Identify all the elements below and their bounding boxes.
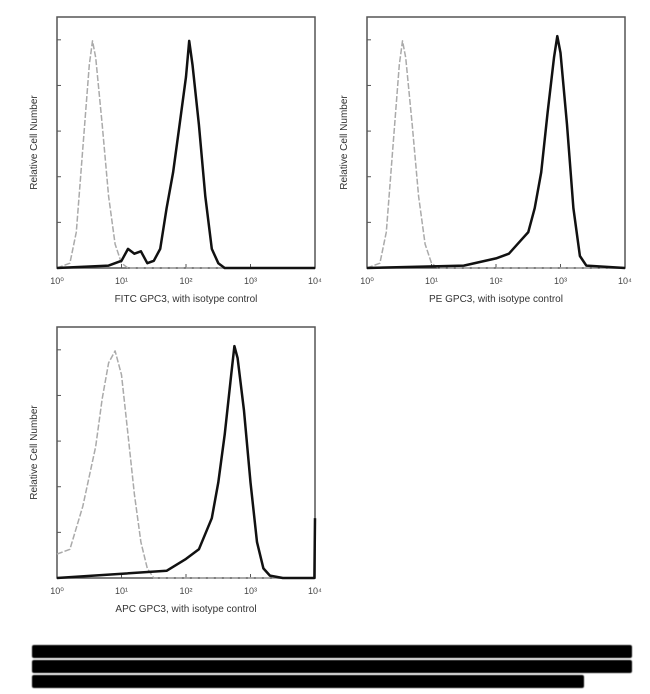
x-tick-label: 10¹ xyxy=(115,276,128,286)
isotype-control-curve xyxy=(56,350,315,579)
x-axis-label: APC GPC3, with isotype control xyxy=(115,604,256,615)
x-tick-label: 10³ xyxy=(554,276,567,286)
x-axis-label: FITC GPC3, with isotype control xyxy=(115,294,258,305)
x-tick-label: 10³ xyxy=(244,586,257,596)
x-tick-label: 10⁴ xyxy=(308,586,322,596)
gpc3-curve xyxy=(56,344,317,580)
x-tick-label: 10⁴ xyxy=(308,276,322,286)
y-axis-label: Relative Cell Number xyxy=(29,95,40,190)
y-axis-label: Relative Cell Number xyxy=(339,95,350,190)
x-tick-label: 10³ xyxy=(244,276,257,286)
gpc3-curve xyxy=(366,34,626,270)
x-tick-label: 10² xyxy=(489,276,502,286)
y-axis-label: Relative Cell Number xyxy=(29,405,40,500)
x-tick-label: 10² xyxy=(179,586,192,596)
histogram-fitc: 10⁰ 10¹ 10² 10³ 10⁴ FITC GPC3, with isotype c… xyxy=(29,16,322,305)
x-tick-label: 10² xyxy=(179,276,192,286)
plot-frame xyxy=(56,326,316,579)
gpc3-curve xyxy=(56,39,315,270)
x-tick-label: 10⁰ xyxy=(50,276,64,286)
histogram-apc: 10⁰ 10¹ 10² 10³ 10⁴ APC GPC3, with isotype co… xyxy=(29,326,322,615)
isotype-control-curve xyxy=(366,40,625,269)
x-axis-label: PE GPC3, with isotype control xyxy=(429,294,563,305)
x-tick-label: 10⁰ xyxy=(50,586,64,596)
isotype-control-curve xyxy=(56,40,315,269)
x-tick-label: 10⁴ xyxy=(618,276,632,286)
histogram-pe: 10⁰ 10¹ 10² 10³ 10⁴ PE GPC3, with isotype con… xyxy=(339,16,632,305)
x-tick-label: 10¹ xyxy=(115,586,128,596)
x-tick-label: 10⁰ xyxy=(360,276,374,286)
figure-caption xyxy=(32,645,632,690)
x-tick-label: 10¹ xyxy=(425,276,438,286)
